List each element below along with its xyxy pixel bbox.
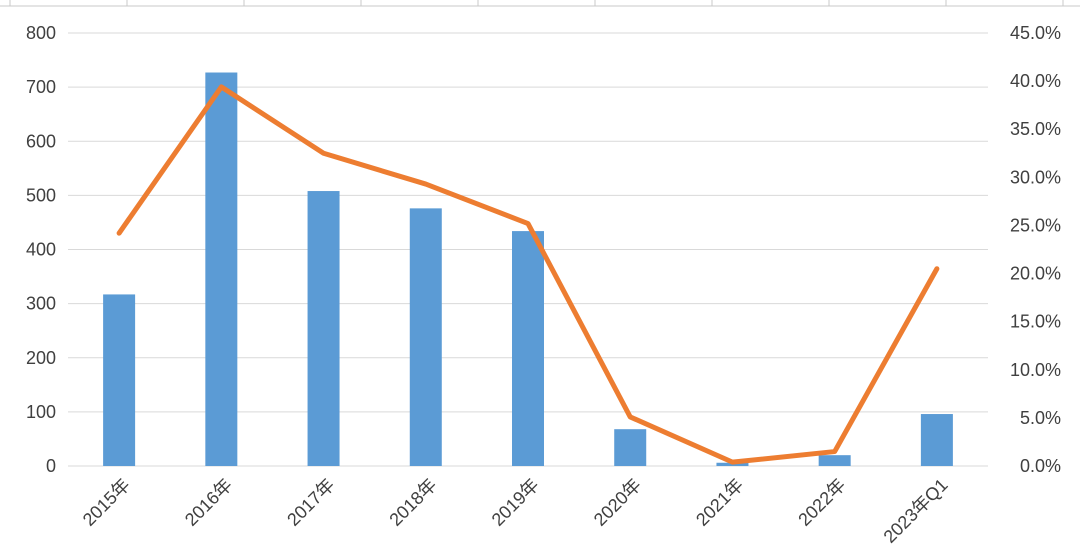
left-axis-ticks: 0 100 200 300 400 500 600 700 800 bbox=[26, 23, 56, 476]
x-tick-label: 2015年 bbox=[79, 475, 134, 530]
line-series bbox=[116, 84, 940, 465]
bar bbox=[307, 191, 340, 467]
bar bbox=[205, 72, 238, 466]
left-tick-label: 300 bbox=[26, 294, 56, 314]
left-tick-label: 200 bbox=[26, 348, 56, 368]
bar bbox=[614, 429, 647, 466]
right-tick-label: 35.0% bbox=[1010, 119, 1061, 139]
right-tick-label: 30.0% bbox=[1010, 167, 1061, 187]
left-tick-label: 600 bbox=[26, 131, 56, 151]
left-tick-label: 500 bbox=[26, 185, 56, 205]
left-tick-label: 400 bbox=[26, 240, 56, 260]
left-tick-label: 800 bbox=[26, 23, 56, 43]
x-tick-label: 2017年 bbox=[283, 475, 338, 530]
left-tick-label: 700 bbox=[26, 77, 56, 97]
right-tick-label: 20.0% bbox=[1010, 264, 1061, 284]
right-tick-label: 40.0% bbox=[1010, 71, 1061, 91]
x-axis-ticks: 2015年 2016年 2017年 2018年 2019年 2020年 2021年 2022年… bbox=[79, 475, 952, 547]
right-tick-label: 0.0% bbox=[1020, 456, 1061, 476]
x-tick-label: 2019年 bbox=[488, 475, 543, 530]
right-tick-label: 15.0% bbox=[1010, 312, 1061, 332]
x-tick-label: 2016年 bbox=[181, 475, 236, 530]
left-tick-label: 100 bbox=[26, 402, 56, 422]
right-tick-label: 45.0% bbox=[1010, 23, 1061, 43]
bar bbox=[103, 294, 136, 466]
bar bbox=[920, 414, 953, 466]
x-tick-label: 2021年 bbox=[692, 475, 747, 530]
x-tick-label: 2022年 bbox=[794, 475, 849, 530]
x-tick-label: 2020年 bbox=[590, 475, 645, 530]
left-tick-label: 0 bbox=[46, 456, 56, 476]
x-tick-label: 2018年 bbox=[385, 475, 440, 530]
right-tick-label: 25.0% bbox=[1010, 215, 1061, 235]
bar-series bbox=[103, 72, 953, 467]
bar bbox=[409, 208, 442, 467]
right-tick-label: 5.0% bbox=[1020, 408, 1061, 428]
x-tick-label: 2023年Q1 bbox=[880, 475, 952, 547]
right-axis-ticks: 0.0% 5.0% 10.0% 15.0% 20.0% 25.0% 30.0% 35.0% 40… bbox=[1010, 23, 1061, 476]
bar bbox=[818, 455, 851, 466]
right-tick-label: 10.0% bbox=[1010, 360, 1061, 380]
bar bbox=[512, 231, 544, 466]
